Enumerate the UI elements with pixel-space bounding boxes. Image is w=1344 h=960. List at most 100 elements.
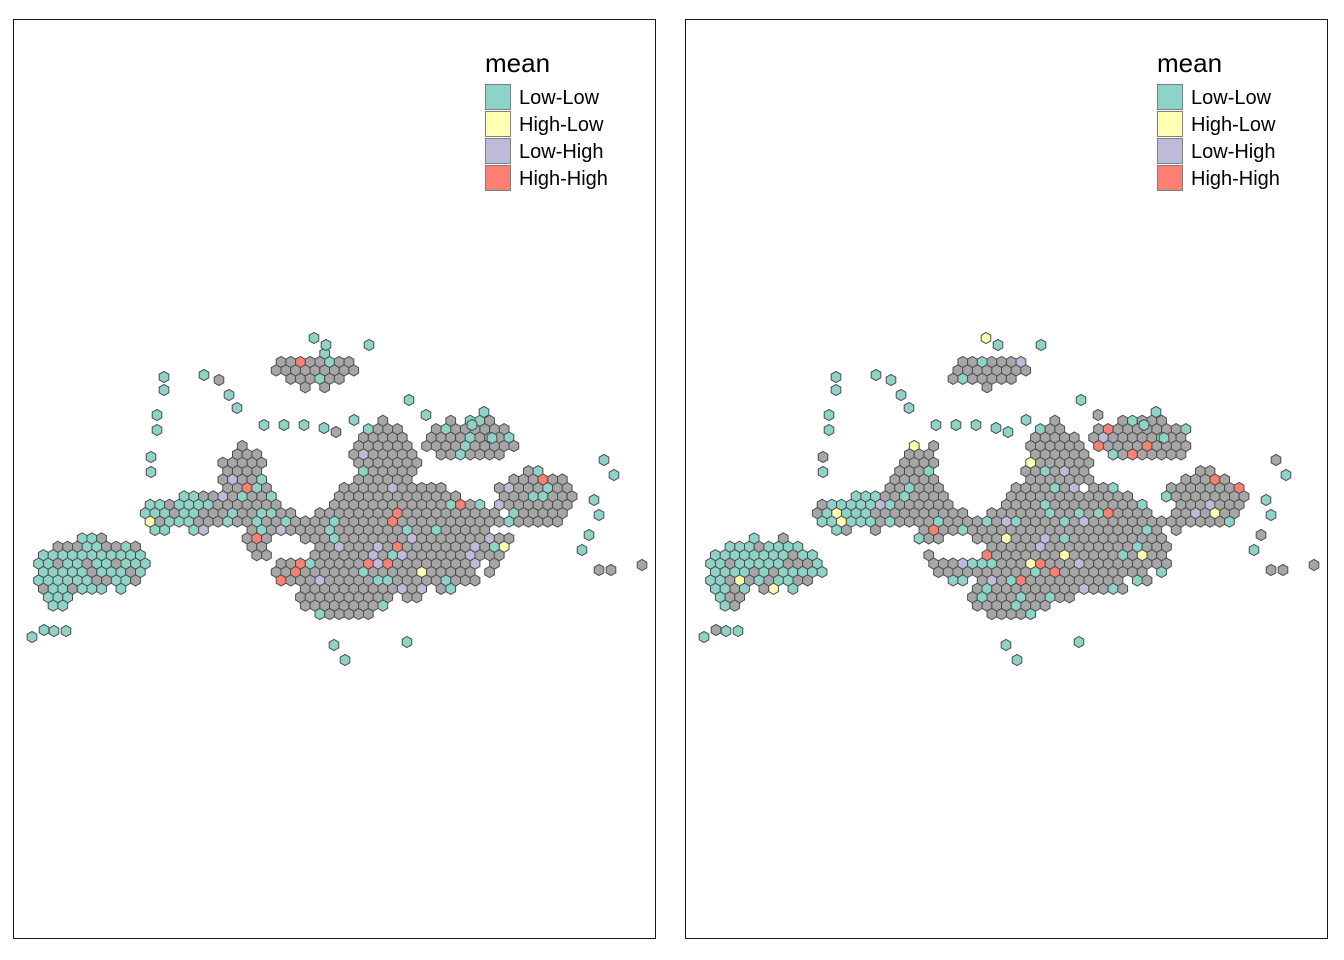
hexagon-cell	[188, 523, 200, 537]
hexagon-cell	[1270, 453, 1282, 467]
hexagon-cell	[484, 448, 495, 461]
hexagon-cell	[817, 465, 829, 479]
hexagon-cell	[1107, 448, 1119, 461]
hexagon-cell	[466, 418, 478, 432]
hexagon-cell	[493, 515, 505, 528]
hexagon-cell	[1185, 515, 1196, 528]
hexagon-cell	[363, 338, 375, 352]
hexagon-cell	[855, 515, 867, 528]
hexagon-cell	[1260, 493, 1272, 507]
hexagon-cell	[474, 448, 486, 461]
hexagon-cell	[48, 624, 60, 638]
hexagon-cell	[232, 515, 243, 528]
hexagon-cell	[96, 582, 107, 595]
hexagon-cell	[532, 515, 544, 528]
hexagon-cell	[957, 574, 969, 587]
hexagon-cell	[903, 401, 915, 415]
hexagon-cell	[38, 623, 50, 637]
hexagon-cell	[60, 624, 72, 638]
hexagon-cell	[996, 372, 1007, 385]
hexagon-cell	[1165, 448, 1177, 461]
hexagon-cell	[1092, 408, 1104, 422]
hexagon-cell	[275, 523, 287, 537]
hexagon-cell	[455, 448, 466, 461]
hexagon-cell	[285, 523, 297, 537]
hexagon-cell	[328, 638, 340, 652]
hexagon-cell	[971, 532, 983, 545]
hexagon-cell	[420, 408, 432, 422]
hexagon-cell	[1255, 528, 1267, 542]
hexagon-cell	[552, 515, 563, 528]
legend-item-high-high: High-High	[484, 165, 644, 192]
hexagon-cell	[971, 599, 983, 612]
hexagon-cell	[588, 493, 600, 507]
hexagon-cell	[1098, 582, 1109, 595]
hexagon-cell	[1248, 543, 1260, 557]
map-panel-right: mean Low-Low High-Low Low-High High-High	[685, 19, 1328, 939]
hexagon-cell	[913, 532, 925, 545]
hexagon-cell	[816, 515, 828, 528]
hexagon-cell	[830, 370, 842, 384]
hexagon-cell	[1011, 653, 1023, 667]
hexagon-cell	[1000, 638, 1012, 652]
hexagon-cell	[411, 591, 423, 604]
hexagon-cell	[608, 468, 620, 482]
hexagon-cell	[363, 607, 374, 621]
hexagon-cell	[950, 418, 962, 432]
hexagon-cell	[299, 381, 311, 394]
hexagon-cell	[275, 574, 287, 587]
hexagon-cell	[348, 364, 360, 377]
legend-label: Low-High	[1191, 141, 1276, 163]
hexagon-cell	[996, 607, 1007, 621]
hexagon-cell	[270, 364, 282, 377]
hexagon-cell	[251, 549, 263, 562]
hexagon-cell	[1204, 515, 1216, 528]
hexagon-cell	[1146, 448, 1158, 461]
hexagon-cell	[212, 515, 224, 528]
hexagon-cell	[1107, 582, 1119, 595]
hexagon-cell	[198, 523, 209, 537]
hexagon-cell	[222, 515, 233, 528]
hexagon-cell	[1195, 515, 1206, 528]
hexagon-cell	[57, 599, 69, 612]
legend-swatch-high-high	[485, 165, 511, 191]
hexagon-cell	[115, 582, 127, 595]
legend-swatch-low-high	[485, 138, 511, 164]
hexagon-cell	[986, 607, 998, 621]
hexagon-cell	[894, 515, 905, 528]
legend-item-high-low: High-Low	[484, 111, 644, 138]
hexagon-cell	[1265, 563, 1277, 577]
hexagon-cell	[484, 565, 495, 579]
hexagon-cell	[1138, 418, 1150, 432]
hexagon-cell	[158, 383, 170, 397]
hexagon-cell	[151, 408, 163, 422]
hexagon-cell	[223, 388, 235, 402]
hexagon-cell	[981, 381, 993, 394]
hexagon-cell	[992, 338, 1004, 352]
hexagon-cell	[1156, 565, 1167, 579]
hexagon-cell	[758, 582, 770, 595]
hexagon-cell	[598, 453, 610, 467]
legend-item-low-low: Low-Low	[1156, 84, 1316, 111]
hexagon-cell	[830, 383, 842, 397]
legend-label: Low-Low	[519, 87, 600, 109]
hexagon-cell	[884, 515, 896, 528]
hexagon-cell	[151, 423, 163, 437]
hexagon-cell	[947, 523, 959, 537]
hexagon-cell	[333, 372, 345, 385]
hexagon-cell	[486, 431, 498, 445]
hexagon-cell	[503, 515, 515, 528]
hexagon-cell	[318, 421, 330, 435]
hexagon-cell	[145, 450, 157, 464]
hexagon-cell	[1020, 413, 1032, 427]
hexagon-cell	[1005, 372, 1017, 385]
hexagon-cell	[583, 528, 595, 542]
hexagon-cell	[1127, 448, 1138, 461]
hexagon-cell	[298, 418, 310, 432]
hexagon-cell	[1224, 515, 1235, 528]
hexagon-cell	[957, 523, 969, 537]
hexagon-cell	[990, 421, 1002, 435]
legend-swatch-low-high	[1157, 138, 1183, 164]
hexagon-cell	[76, 582, 88, 595]
legend-swatch-high-low	[1157, 111, 1183, 137]
